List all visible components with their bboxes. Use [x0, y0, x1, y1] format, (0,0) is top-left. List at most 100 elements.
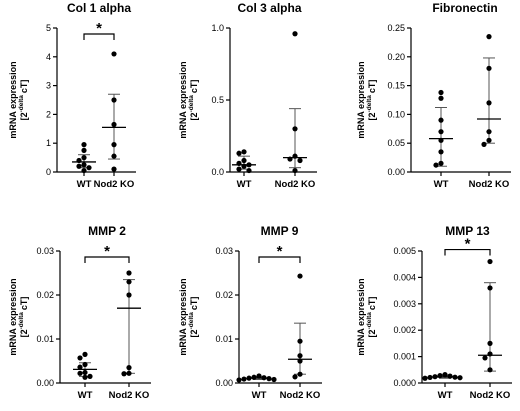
data-point: [77, 364, 83, 370]
y-axis-label: mRNA expression[2-deltacT]: [178, 61, 199, 138]
x-tick-label: WT: [78, 390, 93, 401]
y-axis-label-prefix: [2: [19, 112, 29, 120]
data-point: [486, 34, 492, 40]
data-point: [81, 167, 87, 174]
chart-panel: MMP 9 mRNA expression[2-deltacT] 0.00 0.01 0…: [178, 224, 322, 401]
y-axis-label-suffix: cT]: [367, 80, 377, 94]
y-tick-label: 4: [46, 52, 51, 62]
y-tick-label: 0.15: [387, 81, 405, 91]
y-tick-label: 2: [46, 109, 51, 119]
data-point: [437, 373, 443, 379]
data-point: [82, 361, 88, 368]
data-point: [447, 373, 453, 379]
x-tick-label: WT: [252, 390, 267, 401]
data-point: [261, 375, 267, 381]
data-point: [126, 270, 132, 276]
data-point: [246, 167, 252, 174]
data-point: [486, 65, 492, 71]
data-point: [77, 355, 83, 361]
data-point: [481, 141, 487, 147]
x-tick-label: WT: [77, 179, 92, 190]
y-axis-label: mRNA expression[2-deltacT]: [178, 278, 199, 355]
data-point: [126, 292, 132, 298]
y-axis-label-superscript: -delta: [18, 312, 25, 330]
data-point: [297, 371, 303, 377]
data-point: [487, 351, 493, 357]
data-point: [111, 153, 117, 159]
data-point: [297, 273, 303, 279]
data-point: [271, 376, 277, 383]
y-tick-label: 0: [46, 167, 51, 177]
data-point: [438, 137, 444, 143]
x-tick-label: Nod2 KO: [280, 390, 321, 401]
y-axis-label-main: mRNA expression: [178, 61, 188, 138]
data-point: [422, 375, 428, 381]
data-point: [482, 355, 488, 361]
data-point: [236, 166, 242, 172]
data-point: [76, 157, 82, 164]
data-point: [457, 375, 463, 381]
data-point: [297, 353, 303, 359]
y-tick-label: 0.000: [393, 378, 416, 388]
significance-marker: *: [96, 20, 102, 37]
chart-panel: MMP 2 mRNA expression[2-deltacT] 0.00 0.01 0…: [8, 224, 151, 401]
y-axis-label: mRNA expression[2-deltacT]: [356, 61, 377, 138]
chart-panel: Fibronectin mRNA expression[2-deltacT] 0.0…: [356, 1, 511, 190]
y-axis-label-prefix: [2: [189, 329, 199, 337]
data-point: [487, 285, 493, 291]
y-tick-label: 0.5: [211, 95, 224, 105]
data-point: [486, 129, 492, 135]
x-tick-label: WT: [237, 179, 252, 190]
data-point: [82, 369, 88, 376]
y-axis-label-suffix: cT]: [189, 297, 199, 311]
data-point: [438, 149, 444, 155]
chart-title: Col 3 alpha: [237, 1, 301, 15]
data-point: [297, 338, 303, 344]
data-point: [241, 163, 247, 169]
data-point: [111, 51, 117, 57]
y-axis-label-main: mRNA expression: [178, 278, 188, 355]
y-axis-label-prefix: [2: [367, 112, 377, 120]
y-axis-label-prefix: [2: [367, 329, 377, 337]
data-point: [126, 365, 132, 371]
data-point: [236, 377, 242, 383]
data-point: [246, 162, 252, 168]
data-point: [126, 370, 132, 376]
data-point: [487, 340, 493, 346]
y-tick-label: 0.00: [387, 167, 405, 177]
y-axis-label-suffix: cT]: [19, 297, 29, 311]
significance-marker: *: [465, 236, 471, 253]
y-tick-label: 0.01: [215, 334, 233, 344]
y-axis-label-suffix: cT]: [19, 80, 29, 94]
data-point: [81, 142, 87, 148]
data-point: [81, 155, 87, 161]
x-tick-label: Nod2 KO: [94, 179, 135, 190]
data-point: [292, 167, 298, 174]
y-axis-label-prefix: [2: [19, 329, 29, 337]
y-axis-label-superscript: -delta: [188, 95, 195, 113]
y-axis-label-suffix: cT]: [189, 80, 199, 94]
data-point: [256, 373, 262, 379]
data-point: [111, 142, 117, 148]
y-axis-label-superscript: -delta: [188, 312, 195, 330]
data-point: [87, 373, 93, 379]
data-point: [82, 374, 88, 380]
y-tick-label: 0.003: [393, 299, 416, 309]
y-axis-label-prefix: [2: [189, 112, 199, 120]
significance-marker: *: [104, 243, 110, 260]
data-point: [82, 351, 88, 357]
data-point: [241, 149, 247, 155]
y-tick-label: 0.03: [36, 246, 54, 256]
data-point: [297, 358, 303, 364]
data-point: [251, 374, 257, 380]
data-point: [438, 89, 444, 96]
y-tick-label: 0.10: [387, 109, 405, 119]
x-tick-label: WT: [438, 390, 453, 401]
data-point: [287, 156, 293, 162]
data-point: [297, 157, 303, 164]
y-axis-label-main: mRNA expression: [8, 278, 18, 355]
data-point: [292, 153, 298, 159]
chart-title: Fibronectin: [432, 1, 497, 15]
data-point: [438, 160, 444, 166]
data-point: [292, 126, 298, 132]
